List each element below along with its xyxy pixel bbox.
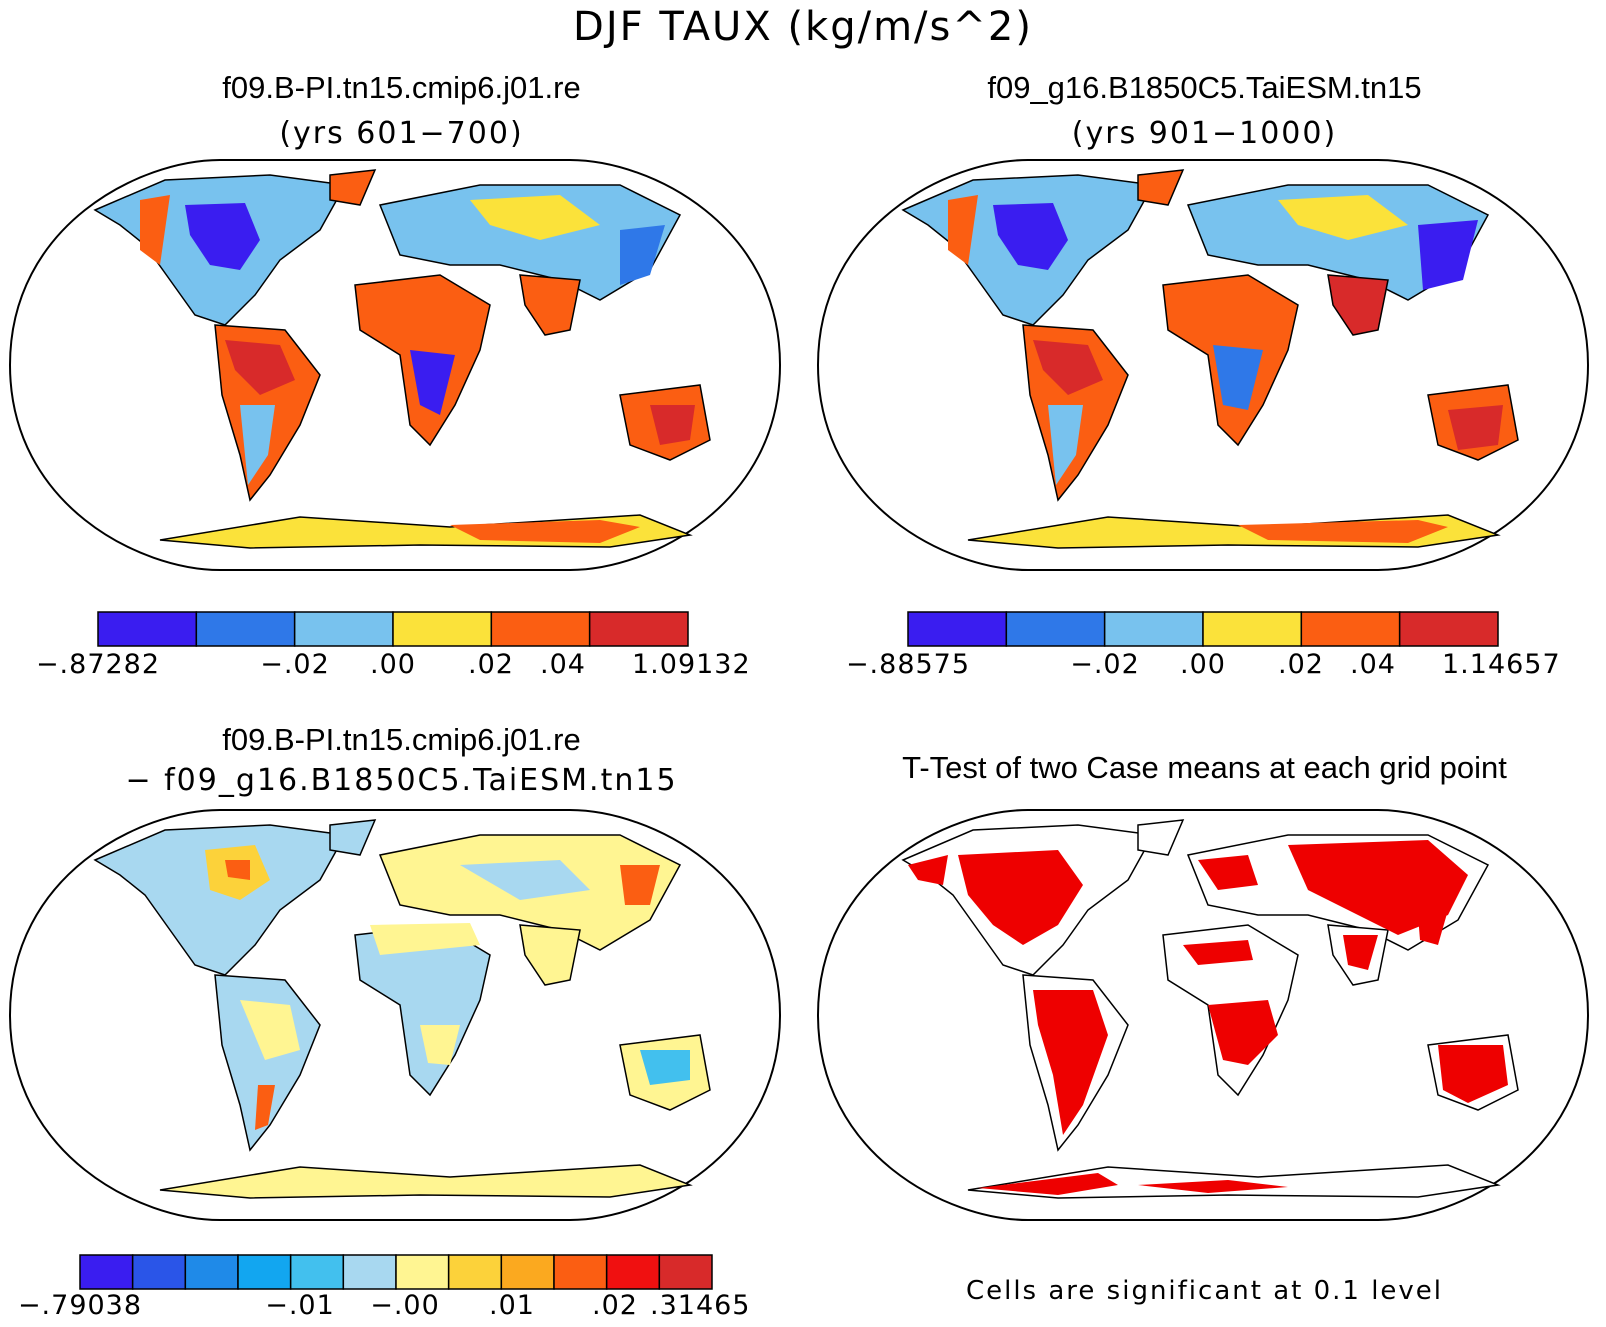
panel-1-land	[93, 169, 711, 549]
colorbar-swatch	[1202, 611, 1303, 647]
colorbar-swatch	[395, 1254, 450, 1290]
panel-4-title: T-Test of two Case means at each grid po…	[902, 750, 1507, 785]
colorbar-swatch	[131, 1254, 187, 1290]
panel-1-colorbar-label: −.87282	[35, 649, 161, 680]
colorbar-swatch	[1005, 611, 1106, 647]
colorbar-swatch	[1103, 611, 1204, 647]
colorbar-swatch	[1300, 611, 1401, 647]
panel-1-colorbar-label: .00	[370, 649, 416, 680]
panel-1-subtitle: (yrs 601−700)	[279, 116, 524, 151]
panel-3-colorbar-label: .02	[592, 1290, 638, 1321]
colorbar-swatch	[184, 1254, 239, 1290]
colorbar-swatch	[1398, 611, 1499, 647]
panel-4-map	[816, 809, 1590, 1221]
colorbar-swatch	[658, 1254, 713, 1290]
colorbar-swatch	[553, 1254, 608, 1290]
panel-3-title: f09.B-PI.tn15.cmip6.j01.re	[222, 722, 581, 757]
panel-2-land	[901, 169, 1519, 549]
panel-2-colorbar-label: 1.14657	[1442, 649, 1561, 680]
panel-3-land	[93, 819, 711, 1199]
colorbar-swatch	[588, 611, 689, 647]
panel-3-colorbar-label: .01	[489, 1290, 535, 1321]
figure-title: DJF TAUX (kg/m/s^2)	[573, 4, 1033, 50]
panel-1-colorbar-label: .04	[540, 649, 586, 680]
panel-1-colorbar	[97, 611, 689, 647]
panel-3-subtitle: − f09_g16.B1850C5.TaiESM.tn15	[125, 763, 678, 798]
panel-2-colorbar-label: .04	[1350, 649, 1396, 680]
panel-4-significance	[908, 840, 1508, 1195]
panel-1-colorbar-label: 1.09132	[632, 649, 751, 680]
colorbar-swatch	[237, 1254, 292, 1290]
panel-3-colorbar-label: −.01	[265, 1290, 335, 1321]
colorbar-swatch	[605, 1254, 661, 1290]
panel-1-colorbar-label: .02	[468, 649, 514, 680]
colorbar-swatch	[907, 611, 1008, 647]
panel-2-colorbar-label: −.88575	[845, 649, 971, 680]
panel-1-map	[8, 159, 782, 571]
colorbar-swatch	[97, 611, 198, 647]
colorbar-swatch	[293, 611, 394, 647]
colorbar-swatch	[342, 1254, 397, 1290]
panel-1-title: f09.B-PI.tn15.cmip6.j01.re	[222, 70, 581, 105]
panel-1-colorbar-label: −.02	[260, 649, 330, 680]
panel-3-colorbar-label: −.79038	[17, 1290, 143, 1321]
panel-2-map	[816, 159, 1590, 571]
colorbar-swatch	[195, 611, 296, 647]
colorbar-swatch	[490, 611, 591, 647]
panel-3-map	[8, 809, 782, 1221]
colorbar-swatch	[289, 1254, 345, 1290]
panel-3-colorbar-label: .31465	[650, 1290, 751, 1321]
panel-3-colorbar	[79, 1254, 713, 1290]
panel-3-colorbar-label: −.00	[370, 1290, 440, 1321]
colorbar-swatch	[79, 1254, 134, 1290]
colorbar-swatch	[447, 1254, 503, 1290]
panel-2-title: f09_g16.B1850C5.TaiESM.tn15	[987, 70, 1422, 105]
significance-note: Cells are significant at 0.1 level	[965, 1276, 1444, 1306]
colorbar-swatch	[500, 1254, 555, 1290]
panel-2-subtitle: (yrs 901−1000)	[1071, 116, 1338, 151]
panel-2-colorbar-label: −.02	[1070, 649, 1140, 680]
panel-2-colorbar	[907, 611, 1499, 647]
colorbar-swatch	[392, 611, 493, 647]
panel-2-colorbar-label: .02	[1278, 649, 1324, 680]
panel-2-colorbar-label: .00	[1180, 649, 1226, 680]
